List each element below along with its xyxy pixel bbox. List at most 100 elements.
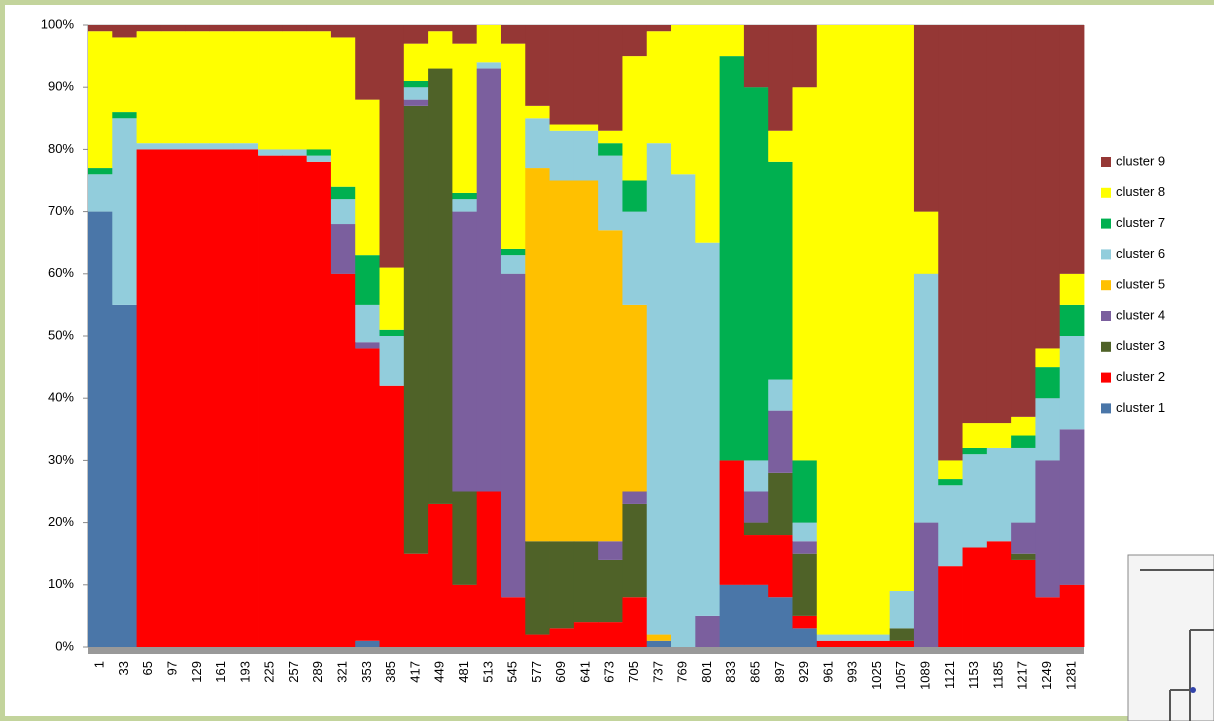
bar-segment <box>88 211 113 647</box>
bar-segment <box>476 62 502 69</box>
bar-segment <box>549 130 575 181</box>
bar-segment <box>1011 447 1036 523</box>
x-tick-label: 321 <box>335 661 350 683</box>
bar-segment <box>428 25 453 32</box>
bar-segment <box>1035 398 1061 461</box>
x-tick-label: 257 <box>286 661 301 683</box>
bar-segment <box>355 25 380 100</box>
x-tick-label: 1025 <box>869 661 884 690</box>
bar-segment <box>743 491 769 523</box>
bar-segment <box>306 25 332 32</box>
bar-segment <box>622 180 648 212</box>
bar-segment <box>306 31 332 150</box>
x-tick-label: 385 <box>383 661 398 683</box>
bar-segment <box>598 541 623 560</box>
bar-segment <box>865 634 891 641</box>
bar-segment <box>865 25 891 635</box>
bar-segment <box>768 130 793 162</box>
bar-segment <box>306 149 332 156</box>
bar-segment <box>209 25 235 32</box>
x-tick-label: 1057 <box>893 661 908 690</box>
bar-segment <box>792 25 818 88</box>
bar-segment <box>185 31 210 144</box>
x-tick-label: 641 <box>577 661 592 683</box>
bar-segment <box>889 628 915 641</box>
x-tick-label: 33 <box>116 661 131 675</box>
x-tick-label: 801 <box>699 661 714 683</box>
bar-segment <box>889 25 915 592</box>
legend-label: cluster 5 <box>1116 277 1165 292</box>
bar-segment <box>1011 559 1036 647</box>
x-tick-label: 737 <box>650 661 665 683</box>
bar-segment <box>233 149 259 647</box>
bar-segment <box>500 273 526 598</box>
bar-segment <box>476 491 502 647</box>
legend-swatch <box>1101 157 1111 167</box>
bar-segment <box>500 43 526 249</box>
bar-segment <box>865 640 891 647</box>
legend-label: cluster 4 <box>1116 307 1165 322</box>
y-tick-label: 0% <box>55 638 74 653</box>
y-tick-label: 40% <box>48 390 74 405</box>
bar-segment <box>549 628 575 647</box>
bar-segment <box>88 25 113 32</box>
x-tick-label: 897 <box>772 661 787 683</box>
x-tick-label: 961 <box>820 661 835 683</box>
bar-segment <box>403 80 429 88</box>
bar-segment <box>1035 367 1061 399</box>
bar-segment <box>452 199 478 212</box>
bar-segment <box>792 615 818 629</box>
bar-segment <box>986 447 1012 542</box>
bar-segment <box>549 25 575 125</box>
bar-segment <box>330 25 356 38</box>
bar-segment <box>598 25 623 131</box>
x-tick-label: 705 <box>626 661 641 683</box>
bar-segment <box>525 168 550 542</box>
bar-segment <box>1011 522 1036 554</box>
bar-segment <box>403 43 429 81</box>
x-tick-label: 97 <box>164 661 179 675</box>
bar-segment <box>452 25 478 44</box>
bar-segment <box>598 155 623 231</box>
bar-segment <box>913 522 939 647</box>
bar-segment <box>403 553 429 647</box>
legend-label: cluster 6 <box>1116 246 1165 261</box>
x-tick-label: 513 <box>480 661 495 683</box>
bar-segment <box>209 149 235 647</box>
bar-segment <box>743 584 769 647</box>
bar-segment <box>938 460 963 480</box>
bar-segment <box>330 199 356 225</box>
bar-segment <box>379 336 405 386</box>
bar-segment <box>816 25 842 635</box>
bar-segment <box>1011 25 1036 417</box>
bar-segment <box>1011 435 1036 448</box>
bar-segment <box>1059 584 1085 647</box>
bar-segment <box>573 622 599 647</box>
bar-segment <box>136 31 162 144</box>
bar-segment <box>743 535 769 585</box>
bar-segment <box>112 112 137 119</box>
legend-swatch <box>1101 249 1111 260</box>
bar-segment <box>719 25 745 57</box>
bar-segment <box>573 541 599 623</box>
bar-segment <box>792 87 818 461</box>
bar-segment <box>889 640 915 647</box>
bar-segment <box>525 118 550 169</box>
x-tick-label: 929 <box>796 661 811 683</box>
bar-segment <box>646 143 672 635</box>
bar-segment <box>573 180 599 542</box>
x-tick-label: 1281 <box>1063 661 1078 690</box>
bar-segment <box>525 541 550 635</box>
x-tick-label: 769 <box>675 661 690 683</box>
x-tick-label: 673 <box>602 661 617 683</box>
bar-segment <box>112 118 137 305</box>
x-tick-label: 833 <box>723 661 738 683</box>
bar-segment <box>330 273 356 647</box>
bar-segment <box>598 130 623 144</box>
bar-segment <box>330 186 356 200</box>
bar-segment <box>258 155 283 647</box>
bar-segment <box>525 634 550 647</box>
bar-segment <box>1035 348 1061 368</box>
bar-segment <box>573 124 599 131</box>
